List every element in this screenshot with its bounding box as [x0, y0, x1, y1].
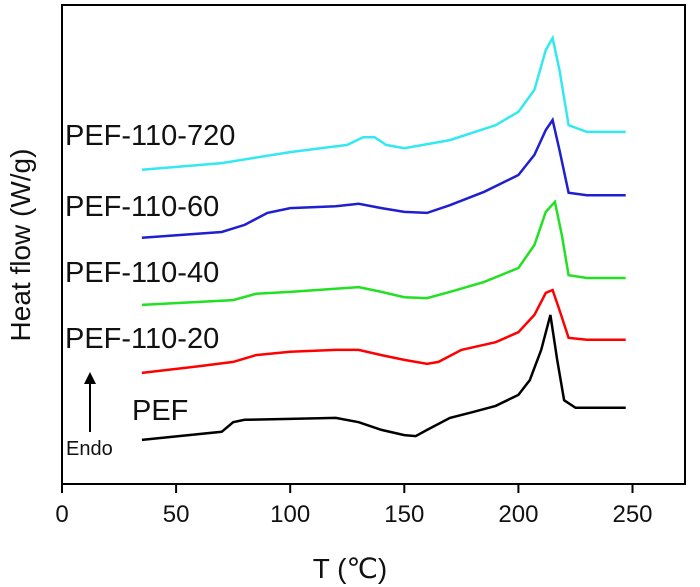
x-tick-label: 100	[270, 501, 310, 528]
series-label: PEF-110-40	[65, 257, 219, 289]
x-tick-label: 250	[612, 501, 652, 528]
y-axis-label: Heat flow (W/g)	[5, 149, 36, 342]
series-line	[141, 116, 626, 240]
x-tick-label: 150	[384, 501, 424, 528]
x-tick-label: 50	[163, 501, 190, 528]
annotation: Endo	[66, 438, 113, 460]
series-label: PEF	[132, 395, 188, 427]
series-line	[141, 199, 626, 307]
series-label: PEF-110-20	[65, 323, 219, 355]
series-label: PEF-110-60	[65, 191, 219, 223]
x-axis-label: T (℃)	[313, 553, 387, 584]
x-tick-label: 200	[498, 501, 538, 528]
plot-frame	[61, 4, 686, 485]
series-label: PEF-110-720	[65, 120, 235, 152]
series-line	[141, 314, 626, 442]
x-tick-label: 0	[55, 501, 68, 528]
arrow-head	[84, 372, 96, 384]
series-line	[141, 288, 626, 375]
series-line	[141, 34, 626, 172]
